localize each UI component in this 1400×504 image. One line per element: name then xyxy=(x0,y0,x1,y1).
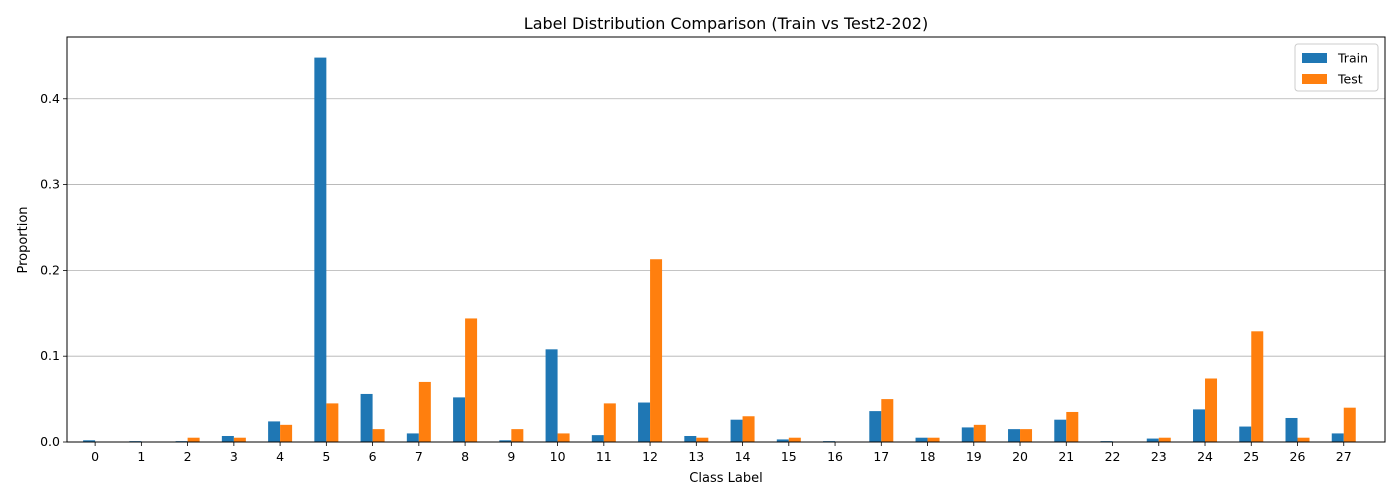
bar-train xyxy=(915,437,928,442)
x-tick-label: 12 xyxy=(642,449,658,464)
x-tick-label: 16 xyxy=(827,449,843,464)
bar-test xyxy=(1205,378,1218,442)
bar-train xyxy=(360,393,373,442)
y-axis: 0.0 0.1 0.2 0.3 0.4 xyxy=(40,91,67,449)
bar-test xyxy=(881,399,894,442)
y-axis-label: Proportion xyxy=(16,206,31,273)
x-tick-label: 6 xyxy=(369,449,377,464)
x-tick-label: 15 xyxy=(781,449,797,464)
bar-test xyxy=(1158,437,1171,442)
y-tick-label: 0.2 xyxy=(40,262,60,277)
bar-train xyxy=(730,419,743,442)
bar-test xyxy=(650,259,663,442)
x-tick-label: 26 xyxy=(1290,449,1306,464)
x-tick-label: 23 xyxy=(1151,449,1167,464)
bar-train xyxy=(221,435,234,442)
bar-train xyxy=(1285,417,1298,442)
legend-label-test: Test xyxy=(1337,72,1363,87)
x-tick-label: 20 xyxy=(1012,449,1028,464)
x-tick-label: 22 xyxy=(1105,449,1121,464)
bar-test xyxy=(603,403,616,442)
y-tick-label: 0.0 xyxy=(40,434,60,449)
chart-title: Label Distribution Comparison (Train vs … xyxy=(524,14,928,33)
bar-test xyxy=(557,433,570,442)
x-tick-label: 7 xyxy=(415,449,423,464)
x-tick-label: 14 xyxy=(735,449,751,464)
bar-test xyxy=(233,437,246,442)
legend-label-train: Train xyxy=(1337,51,1368,66)
x-tick-label: 10 xyxy=(550,449,566,464)
bar-test xyxy=(326,403,339,442)
y-tick-label: 0.1 xyxy=(40,348,60,363)
bar-train xyxy=(1146,438,1159,442)
y-tick-label: 0.3 xyxy=(40,177,60,192)
y-tick-label: 0.4 xyxy=(40,91,60,106)
x-tick-label: 11 xyxy=(596,449,612,464)
bar-test xyxy=(1066,411,1079,442)
bar-test xyxy=(511,429,524,442)
legend: Train Test xyxy=(1294,43,1379,92)
bar-train xyxy=(83,440,96,442)
x-tick-label: 2 xyxy=(184,449,192,464)
x-tick-label: 27 xyxy=(1336,449,1352,464)
bar-train xyxy=(1331,433,1344,442)
x-tick-label: 1 xyxy=(137,449,145,464)
bar-test xyxy=(1343,407,1356,442)
bar-train xyxy=(776,439,789,442)
bar-train xyxy=(1054,419,1067,442)
x-tick-label: 18 xyxy=(920,449,936,464)
bar-train xyxy=(499,440,512,442)
bar-train xyxy=(638,402,651,442)
bar-train xyxy=(1008,429,1021,442)
x-tick-label: 21 xyxy=(1058,449,1074,464)
x-tick-label: 0 xyxy=(91,449,99,464)
bar-train xyxy=(268,421,281,442)
x-tick-label: 8 xyxy=(461,449,469,464)
bar-test xyxy=(1297,437,1310,442)
bar-train xyxy=(869,411,882,442)
bar-train xyxy=(545,349,558,442)
x-axis: 0 1 2 3 4 5 6 7 8 9 10 11 12 13 14 15 16 17 18 19 20 21 22 23 24… xyxy=(91,442,1352,464)
bar-train xyxy=(1193,409,1206,442)
x-tick-label: 9 xyxy=(507,449,515,464)
x-axis-label: Class Label xyxy=(689,471,762,486)
x-tick-label: 24 xyxy=(1197,449,1213,464)
grid-lines xyxy=(67,98,1385,357)
bar-train xyxy=(1239,426,1252,442)
bar-train xyxy=(591,435,604,442)
bar-train xyxy=(314,57,327,442)
bar-train xyxy=(406,433,419,442)
bars-group xyxy=(83,57,1356,442)
bar-test xyxy=(973,424,986,442)
x-tick-label: 17 xyxy=(873,449,889,464)
x-tick-label: 13 xyxy=(688,449,704,464)
bar-train xyxy=(684,435,697,442)
bar-test xyxy=(372,429,385,442)
bar-test xyxy=(187,437,200,442)
bar-test xyxy=(280,424,293,442)
legend-swatch-test xyxy=(1302,74,1327,84)
bar-train xyxy=(961,427,974,442)
bar-test xyxy=(927,437,940,442)
bar-test xyxy=(1251,331,1264,442)
bar-test xyxy=(1020,429,1033,442)
legend-swatch-train xyxy=(1302,53,1327,63)
x-tick-label: 25 xyxy=(1243,449,1259,464)
plot-frame xyxy=(66,36,1386,443)
bar-test xyxy=(742,416,755,442)
bar-test xyxy=(788,437,801,442)
x-tick-label: 3 xyxy=(230,449,238,464)
bar-test xyxy=(418,381,431,442)
x-tick-label: 19 xyxy=(966,449,982,464)
bar-test xyxy=(696,437,709,442)
x-tick-label: 4 xyxy=(276,449,284,464)
x-tick-label: 5 xyxy=(322,449,330,464)
bar-test xyxy=(465,318,478,442)
bar-train xyxy=(453,397,466,442)
